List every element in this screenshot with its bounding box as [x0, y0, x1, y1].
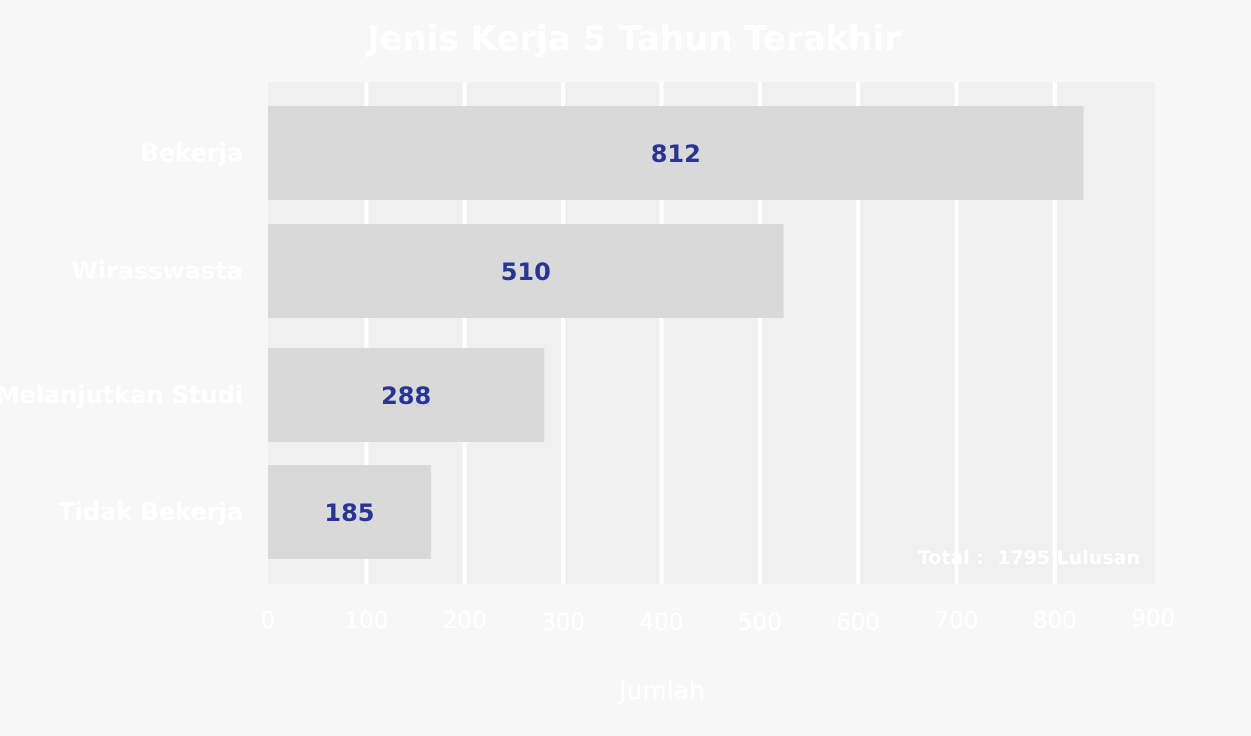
bar-melanjutkan-studi [268, 348, 545, 442]
bar-value-label: 185 [324, 499, 374, 527]
total-annotation: Total : 1795 Lulusan [918, 547, 1140, 569]
bars [268, 106, 1084, 559]
category-label: Melanjutkan Studi [0, 381, 243, 409]
x-tick-label: 0 [261, 608, 276, 634]
category-label: Tidak Bekerja [58, 498, 243, 526]
value-labels: 812 510 288 185 [324, 140, 700, 527]
bar-value-label: 288 [381, 382, 431, 410]
x-tick-label: 500 [738, 610, 782, 636]
x-tick-label: 400 [639, 610, 683, 636]
bar-wirasswasta [268, 224, 784, 318]
x-tick-label: 200 [443, 608, 487, 634]
bar-bekerja [268, 106, 1084, 200]
x-tick-label: 800 [1033, 608, 1077, 634]
bar-value-label: 812 [651, 140, 701, 168]
category-label: Wirasswasta [71, 257, 243, 285]
x-tick-label: 900 [1131, 606, 1175, 632]
x-tick-label: 700 [934, 608, 978, 634]
x-tick-labels: 0 100 200 300 400 500 600 700 800 900 [261, 606, 1175, 636]
category-label: Bekerja [141, 139, 243, 167]
bar-tidak-bekerja [268, 465, 431, 559]
x-tick-label: 600 [836, 610, 880, 636]
chart-title: Jenis Kerja 5 Tahun Terakhir [365, 19, 901, 59]
x-axis-title: Jumlah [617, 676, 705, 705]
category-labels: Bekerja Wirasswasta Melanjutkan Studi Tidak… [0, 139, 243, 526]
bar-value-label: 510 [501, 258, 551, 286]
x-tick-label: 300 [541, 610, 585, 636]
x-tick-label: 100 [344, 608, 388, 634]
